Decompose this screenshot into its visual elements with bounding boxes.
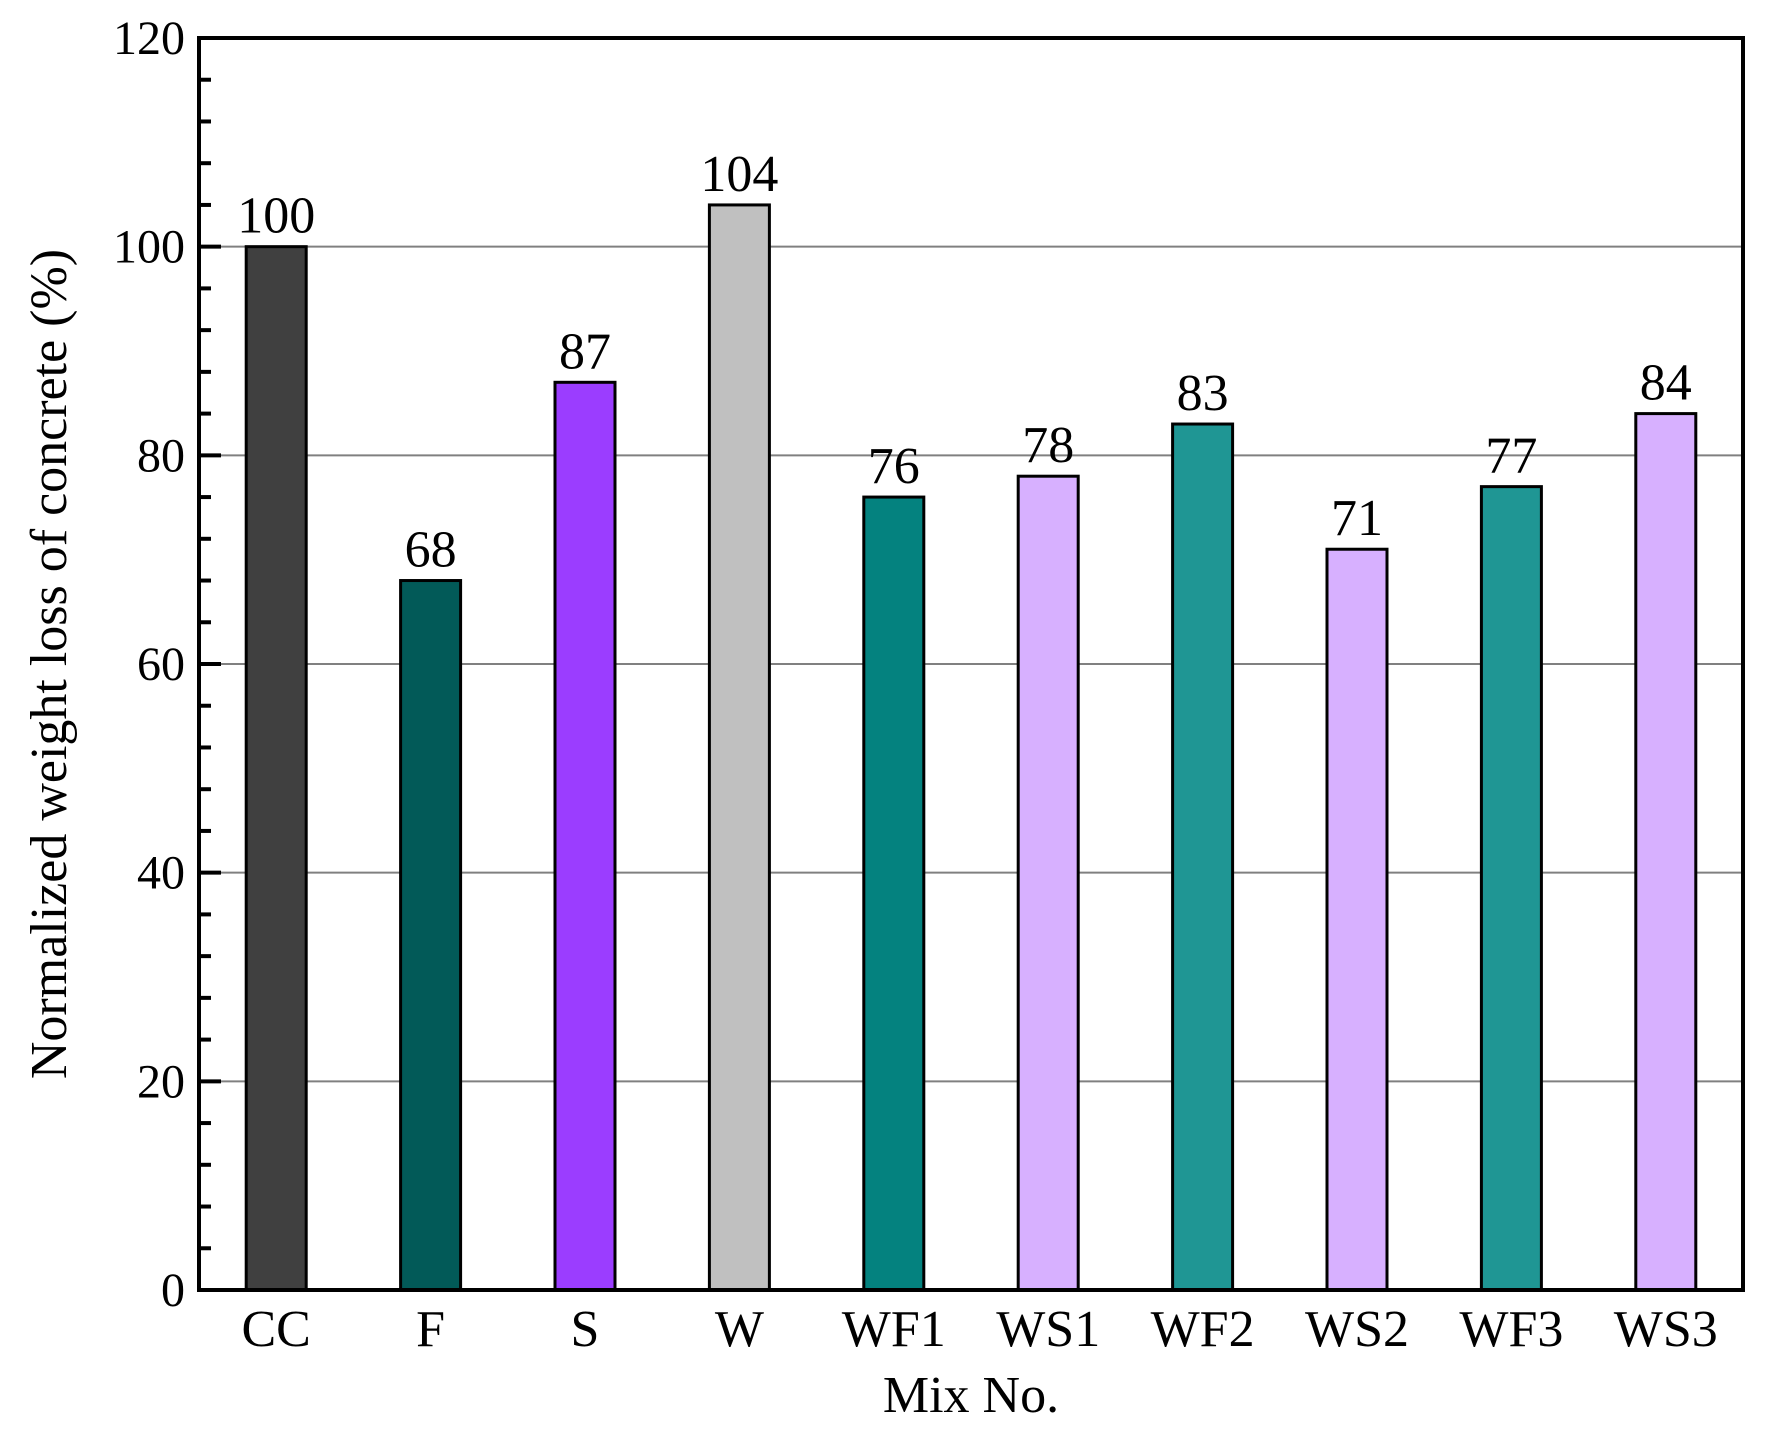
y-axis-ticks: [199, 36, 221, 1292]
data-label-ws1: 78: [1022, 417, 1074, 474]
y-tick-label: 20: [137, 1055, 185, 1108]
x-tick-label-wf2: WF2: [1151, 1301, 1255, 1358]
x-axis-title: Mix No.: [883, 1367, 1059, 1424]
x-tick-label-s: S: [571, 1301, 600, 1358]
y-tick-label: 100: [113, 221, 185, 274]
bar-wf2: [1171, 422, 1235, 1292]
bar-f: [399, 579, 463, 1292]
x-tick-label-w: W: [715, 1301, 764, 1358]
data-label-ws3: 84: [1640, 355, 1692, 412]
data-label-ws2: 71: [1331, 490, 1383, 547]
data-label-wf3: 77: [1485, 428, 1537, 485]
bar-wf1: [862, 495, 926, 1292]
data-label-f: 68: [405, 522, 457, 579]
data-label-s: 87: [559, 323, 611, 380]
y-tick-label: 120: [113, 12, 185, 65]
x-tick-label-wf1: WF1: [842, 1301, 946, 1358]
y-tick-label: 0: [161, 1264, 185, 1317]
data-label-wf1: 76: [868, 438, 920, 495]
bar-ws2: [1325, 547, 1389, 1292]
bar-cc: [244, 245, 308, 1292]
bar-w: [707, 203, 771, 1292]
data-label-w: 104: [700, 146, 778, 203]
y-axis-title: Normalized weight loss of concrete (%): [21, 249, 78, 1079]
x-tick-label-f: F: [416, 1301, 445, 1358]
y-tick-label: 80: [137, 429, 185, 482]
bars: [244, 203, 1698, 1292]
x-tick-label-wf3: WF3: [1459, 1301, 1563, 1358]
bar-wf3: [1479, 485, 1543, 1292]
labels: 0 20 40 60 80 100 120 100 CC 68 F 87 S 104 W 76 WF1 78 WS1…: [113, 12, 1718, 1358]
x-tick-label-ws1: WS1: [996, 1301, 1100, 1358]
bar-ws3: [1634, 412, 1698, 1292]
data-label-cc: 100: [237, 188, 315, 245]
bar-ws1: [1016, 474, 1080, 1292]
data-label-wf2: 83: [1177, 365, 1229, 422]
x-tick-label-cc: CC: [242, 1301, 311, 1358]
y-tick-label: 60: [137, 638, 185, 691]
x-tick-label-ws3: WS3: [1614, 1301, 1718, 1358]
x-tick-label-ws2: WS2: [1305, 1301, 1409, 1358]
bar-s: [553, 380, 617, 1292]
y-tick-label: 40: [137, 847, 185, 900]
